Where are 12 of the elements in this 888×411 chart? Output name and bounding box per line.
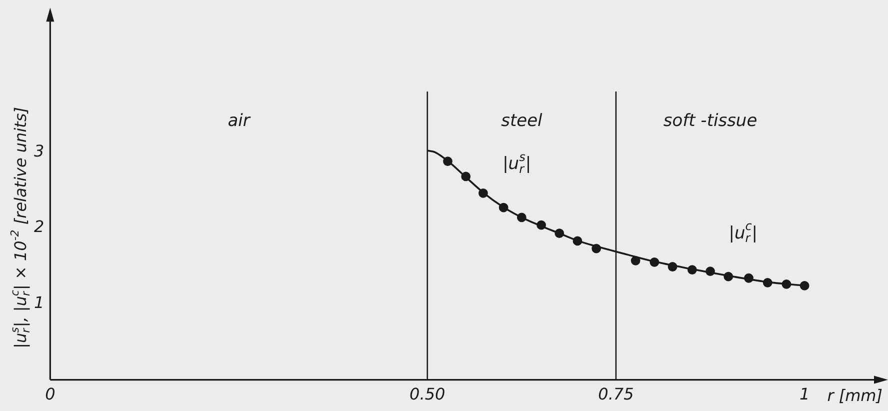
annotation: steel bbox=[501, 111, 543, 132]
x-tick-label: 0.50 bbox=[410, 384, 446, 404]
x-tick-label: 0 bbox=[45, 384, 56, 404]
y-tick-label: 1 bbox=[34, 293, 44, 312]
y-tick-label: 2 bbox=[34, 217, 44, 236]
text: |urs|, |urc| × 10-2 [relative units] bbox=[8, 106, 33, 348]
x-tick-label: 0.75 bbox=[598, 384, 634, 404]
annotation: soft -tissue bbox=[663, 111, 758, 132]
annotation: air bbox=[228, 111, 251, 132]
x-tick-label: 1 bbox=[799, 384, 810, 404]
y-tick-label: 3 bbox=[34, 141, 44, 160]
x-axis-title: r [mm] bbox=[827, 386, 883, 405]
